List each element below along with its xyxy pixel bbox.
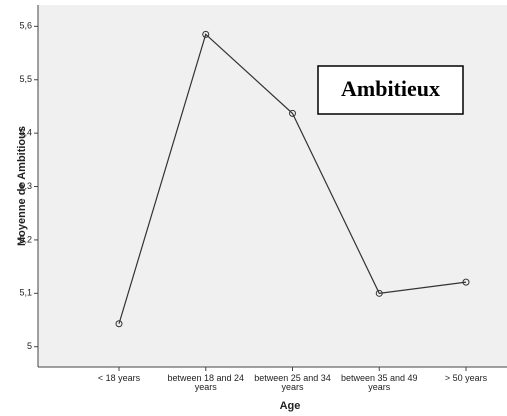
x-tick-label: between 25 and 34 years: [254, 373, 331, 392]
marker: [462, 278, 470, 286]
y-tick-label: 5: [27, 341, 32, 351]
x-tick-label: > 50 years: [444, 373, 488, 383]
marker: [115, 320, 123, 328]
y-tick-label: 5,3: [19, 181, 32, 191]
y-tick-label: 5,1: [19, 288, 32, 298]
x-tick-label: < 18 years: [97, 373, 141, 383]
y-axis-label: Moyenne de Ambitious: [16, 126, 28, 246]
y-tick-label: 5,6: [19, 21, 32, 31]
x-tick-label: between 35 and 49 years: [340, 373, 418, 392]
plot-area: [38, 5, 507, 367]
series-line: [118, 33, 467, 324]
y-tick-label: 5,5: [19, 74, 32, 84]
marker: [202, 30, 210, 38]
y-tick-label: 5,4: [19, 128, 32, 138]
x-axis-label: Age: [280, 400, 301, 412]
marker: [375, 289, 383, 297]
marker: [289, 109, 296, 117]
annotation: Ambitieux: [341, 76, 440, 101]
y-tick-label: 5,2: [19, 234, 32, 244]
annotation-box: [317, 65, 464, 115]
x-tick-label: between 18 and 24 years: [167, 373, 245, 392]
